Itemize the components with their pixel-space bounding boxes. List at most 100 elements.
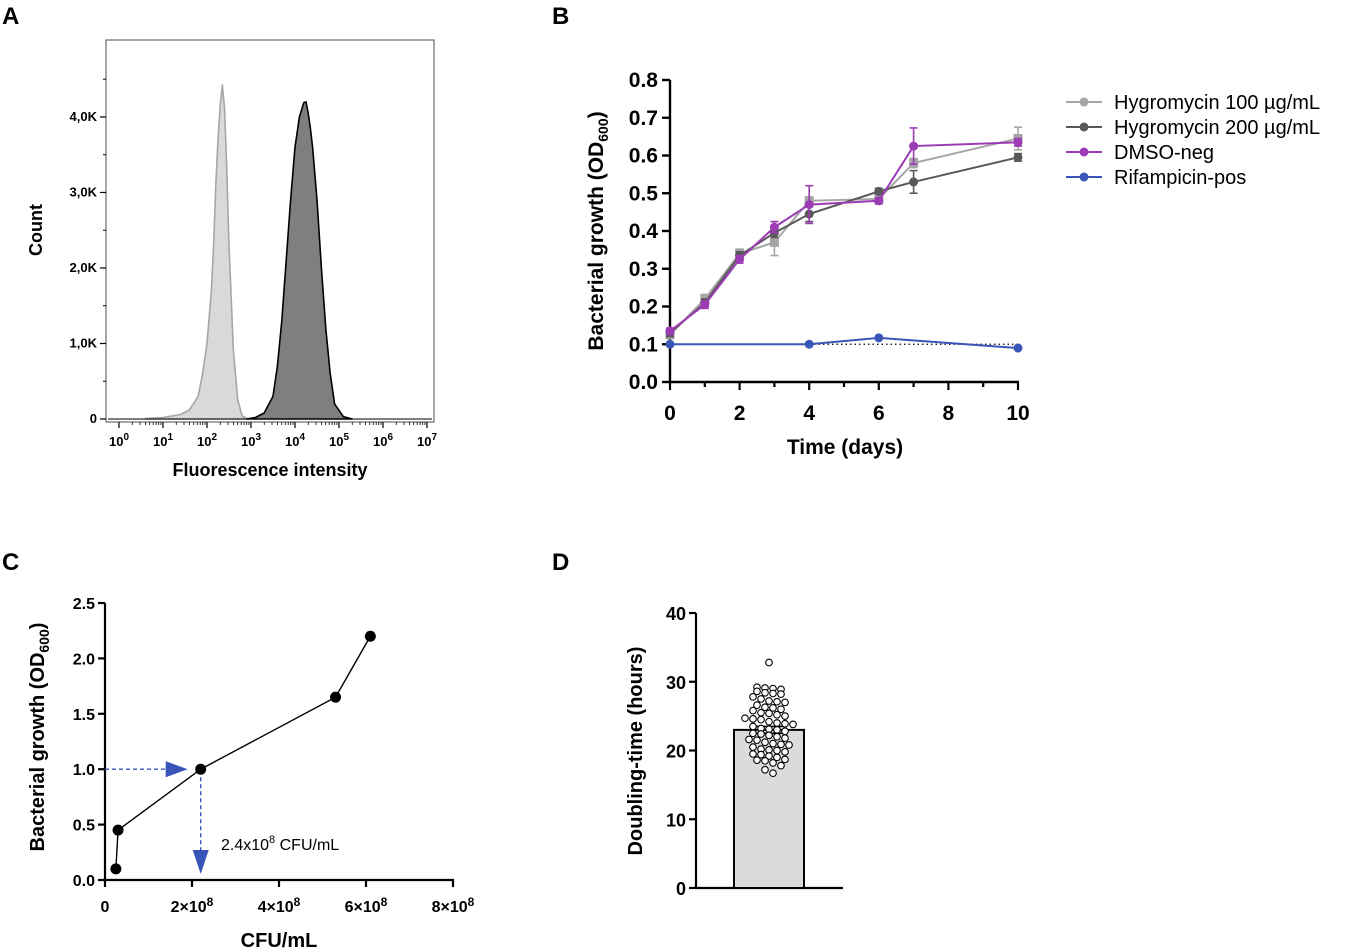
- standard-curve-chart: 0.0 0.5 1.0 1.5 2.0 2.5 0 2×108 4×108 6×108 8×108 C…: [27, 596, 475, 950]
- y-tick-label: 0: [676, 879, 686, 899]
- data-point: [765, 745, 773, 754]
- x-tick-label: 104: [285, 432, 305, 449]
- data-point: [769, 759, 777, 767]
- y-tick-label: 20: [666, 742, 686, 762]
- y-tick-label: 0.5: [73, 818, 95, 835]
- data-point: [753, 736, 761, 745]
- data-point: [773, 726, 781, 734]
- data-point: [773, 732, 781, 741]
- data-point: [761, 765, 769, 774]
- x-tick-label: 4: [803, 402, 815, 425]
- data-point: [765, 658, 773, 667]
- data-point: [765, 731, 773, 740]
- data-point: [665, 339, 675, 349]
- x-tick-label: 8×108: [432, 895, 475, 916]
- x-tick-label: 4×108: [258, 895, 301, 916]
- data-point: [769, 237, 779, 247]
- y-tick-label: 0: [90, 411, 97, 426]
- y-tick-label: 0.1: [629, 333, 659, 356]
- data-point: [110, 863, 122, 875]
- data-point: [330, 691, 342, 703]
- data-point: [781, 712, 789, 720]
- data-point: [1013, 343, 1023, 353]
- y-tick-label: 1.0: [73, 762, 95, 779]
- y-tick-label: 0.2: [629, 296, 658, 319]
- data-point: [769, 739, 777, 748]
- data-point: [757, 708, 765, 717]
- data-point: [753, 687, 761, 696]
- y-tick-label: 40: [666, 604, 686, 624]
- data-point: [773, 753, 781, 762]
- data-point: [777, 690, 785, 698]
- x-tick-label: 103: [241, 432, 261, 449]
- y-tick-label: 0.0: [73, 873, 95, 890]
- data-point: [781, 755, 789, 764]
- data-point: [781, 698, 789, 707]
- doubling-time-chart: 0 10 20 30 40 Doubling-time (hours): [625, 604, 843, 899]
- data-point: [749, 750, 757, 758]
- data-point: [765, 725, 773, 734]
- y-tick-label: 0.6: [629, 145, 658, 168]
- x-axis-title: Time (days): [787, 436, 903, 459]
- data-point: [735, 254, 745, 264]
- y-tick-label: 0.5: [629, 182, 659, 205]
- data-point: [741, 714, 749, 723]
- data-point: [765, 709, 773, 718]
- x-tick-label: 105: [329, 432, 349, 449]
- x-tick-label: 8: [943, 402, 955, 425]
- data-point: [773, 719, 781, 727]
- x-tick-label: 10: [1006, 402, 1029, 425]
- data-point: [765, 752, 773, 760]
- legend-label: DMSO-neg: [1114, 142, 1214, 164]
- data-point: [773, 697, 781, 706]
- y-axis-title: Bacterial growth (OD600): [585, 111, 611, 350]
- data-point: [753, 701, 761, 709]
- data-point: [112, 824, 124, 836]
- data-point: [781, 748, 789, 756]
- data-point: [757, 750, 765, 759]
- x-tick-label: 107: [417, 432, 437, 449]
- y-tick-label: 0.8: [629, 69, 659, 92]
- series-line-1: [669, 156, 1019, 334]
- y-axis-title: Bacterial growth (OD600): [27, 623, 52, 852]
- histogram-light: [144, 84, 248, 420]
- series-line-0: [669, 137, 1019, 336]
- data-point: [804, 200, 814, 210]
- data-point: [757, 730, 765, 738]
- histogram-dark: [245, 101, 353, 420]
- y-tick-label: 1.5: [73, 707, 95, 724]
- panel-label-d: D: [552, 549, 569, 576]
- data-point: [789, 720, 797, 729]
- data-point: [761, 688, 769, 697]
- arrow-head-down: [192, 850, 209, 874]
- data-point: [1013, 137, 1023, 147]
- data-point: [364, 630, 376, 642]
- x-axis-title: Fluorescence intensity: [172, 460, 367, 480]
- data-point: [909, 141, 919, 151]
- standard-curve-line: [115, 635, 371, 869]
- data-point: [781, 719, 789, 728]
- data-point: [785, 741, 793, 749]
- y-tick-label: 3,0K: [70, 184, 98, 199]
- x-tick-label: 6: [873, 402, 885, 425]
- data-point: [761, 703, 769, 712]
- data-point: [773, 746, 781, 755]
- histogram-chart: 0 1,0K 2,0K 3,0K 4,0K 100 101 102 103 104 105 106 10…: [26, 39, 437, 480]
- x-axis-title: CFU/mL: [241, 930, 318, 950]
- legend-marker: [1079, 172, 1089, 182]
- legend-marker: [1079, 122, 1089, 132]
- data-point: [757, 695, 765, 703]
- x-tick-label: 101: [153, 432, 173, 449]
- y-tick-label: 0.4: [629, 220, 659, 243]
- data-point: [769, 689, 777, 698]
- legend-marker: [1079, 97, 1089, 107]
- data-point: [749, 729, 757, 738]
- data-point: [761, 738, 769, 747]
- data-point: [769, 222, 779, 232]
- data-point: [777, 761, 785, 770]
- data-point: [761, 756, 769, 765]
- data-point: [804, 339, 814, 349]
- legend-label: Rifampicin-pos: [1114, 167, 1246, 189]
- y-tick-label: 2,0K: [70, 260, 98, 275]
- data-point: [745, 735, 753, 744]
